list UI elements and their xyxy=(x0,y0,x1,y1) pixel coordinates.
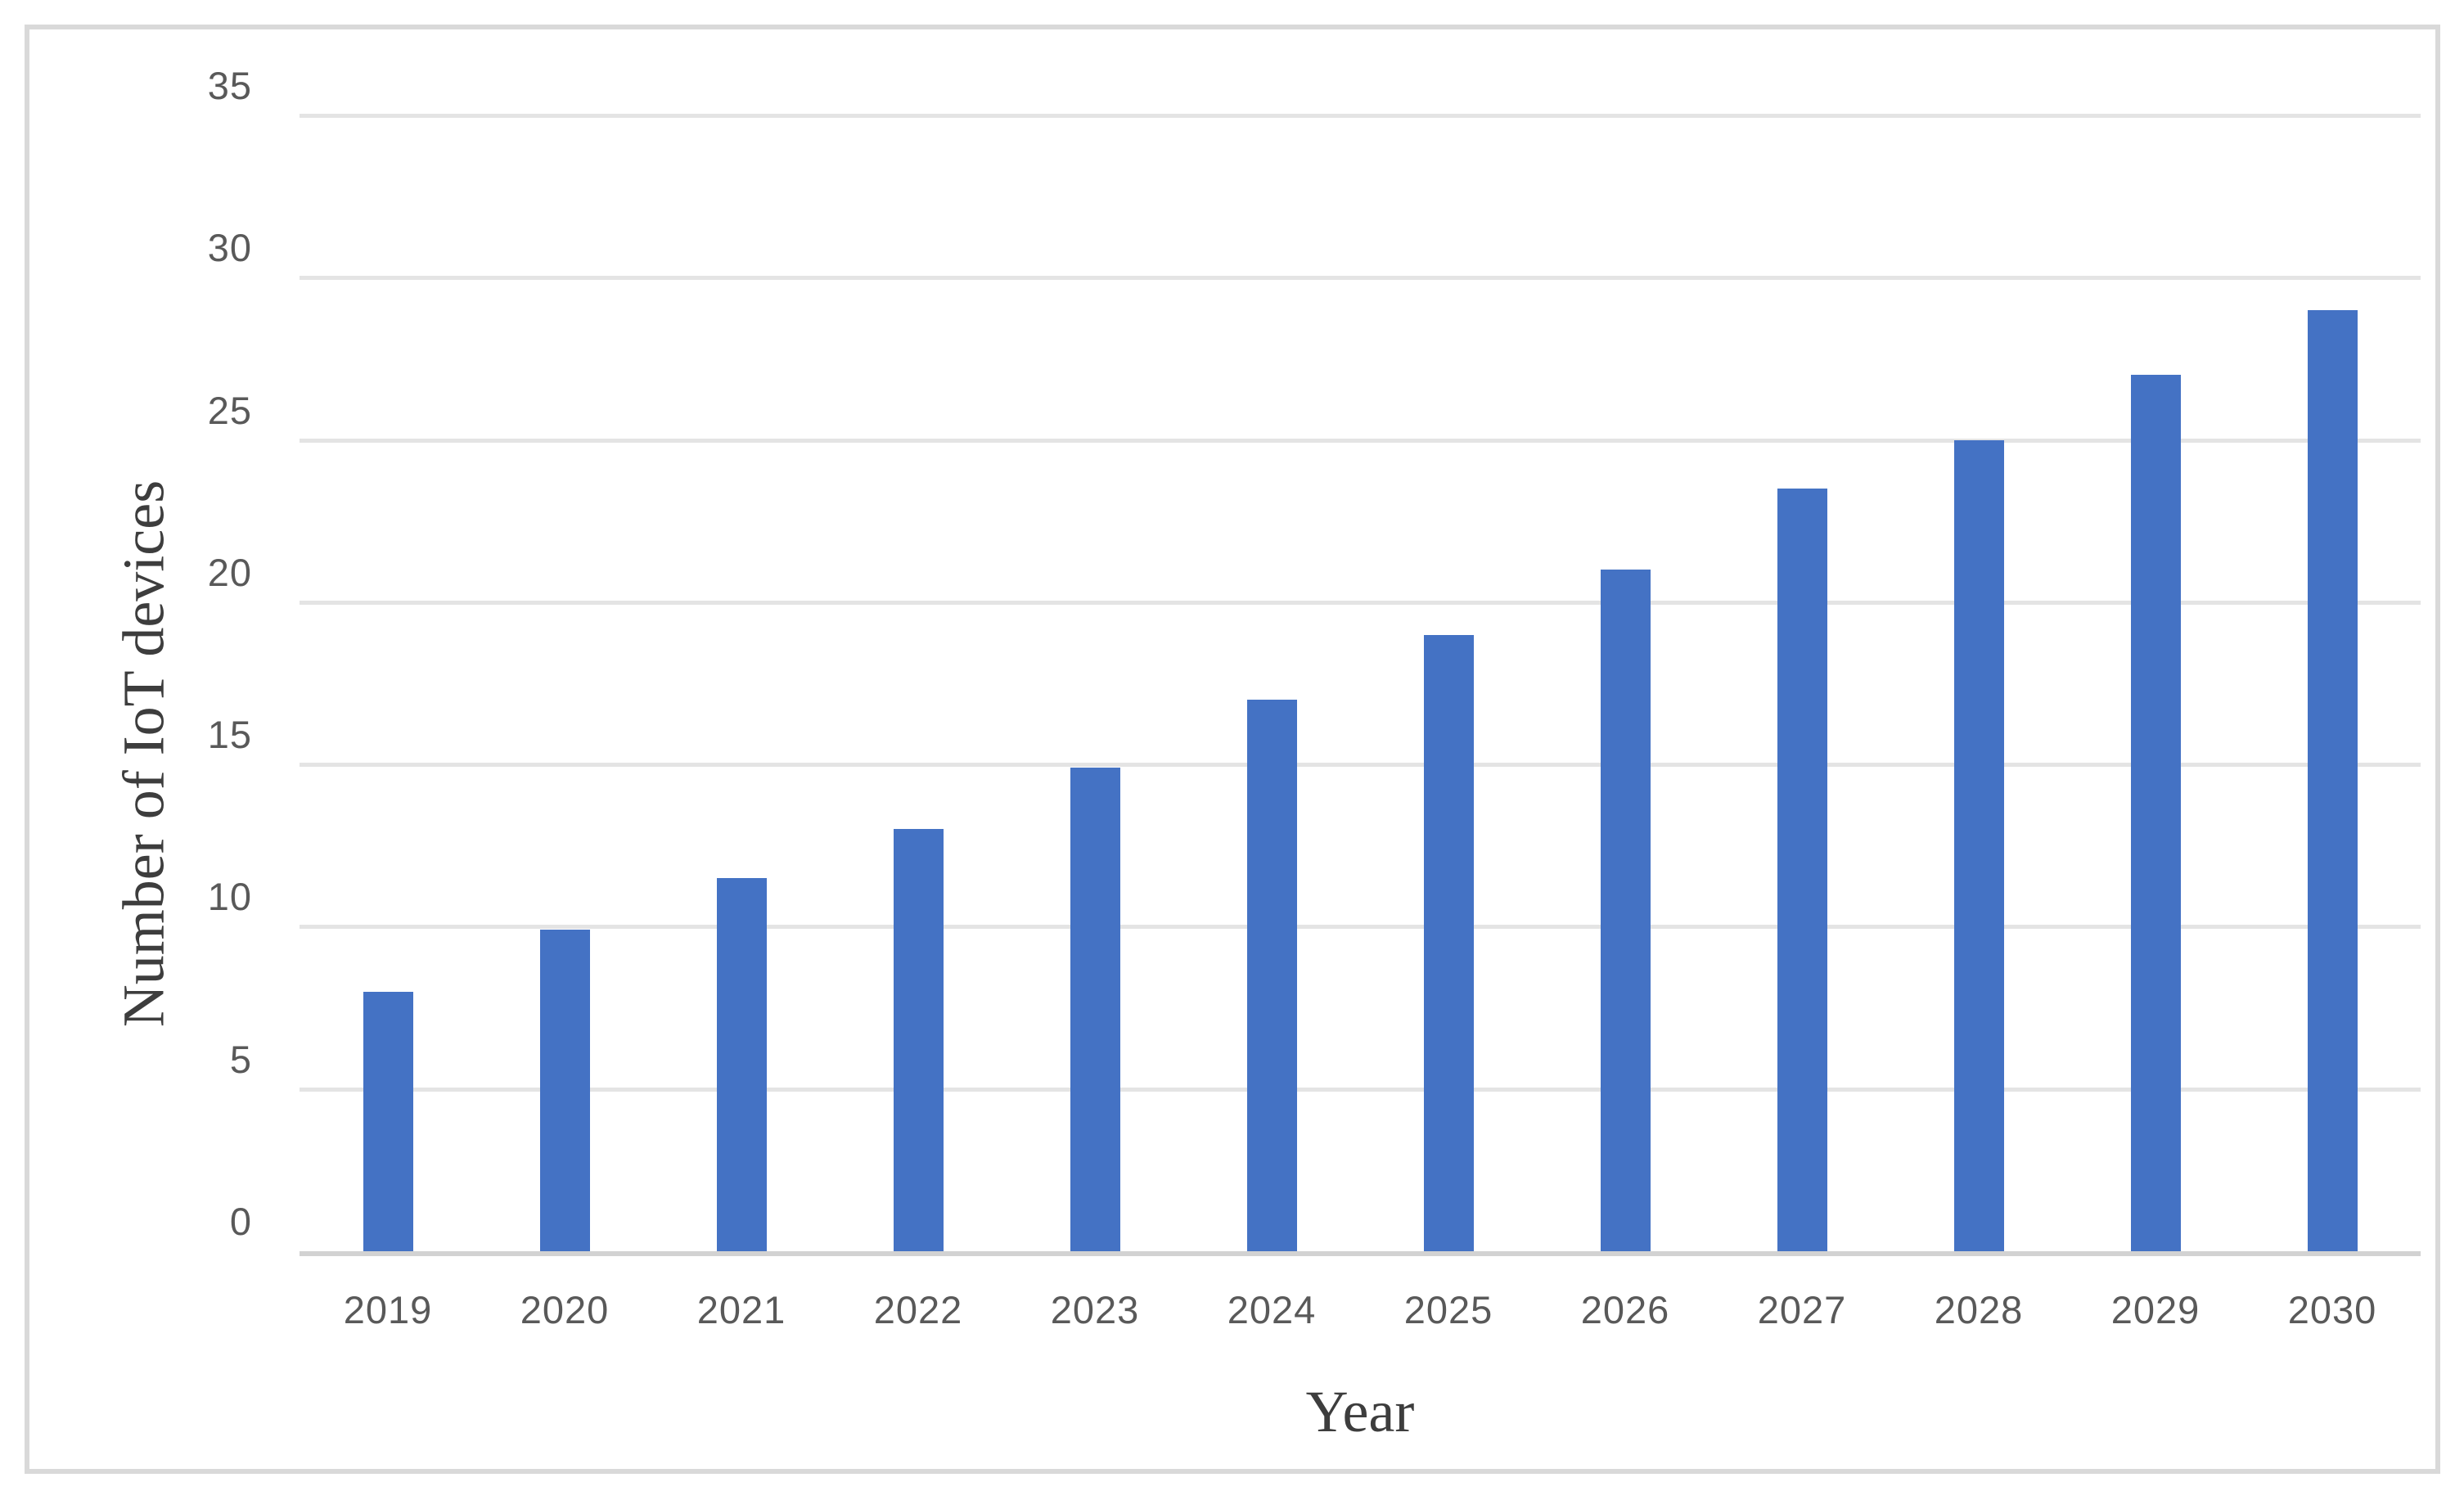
bar-2030[interactable] xyxy=(2307,309,2358,1251)
gridline-15 xyxy=(300,763,2421,768)
y-tick-label-0: 0 xyxy=(229,1200,252,1243)
x-tick-label-2030: 2030 xyxy=(2287,1288,2377,1331)
x-tick-label-2028: 2028 xyxy=(1934,1288,2024,1331)
x-tick-label-2023: 2023 xyxy=(1050,1288,1140,1331)
bar-slot-2021 xyxy=(653,115,830,1251)
bar-slot-2022 xyxy=(830,115,1007,1251)
y-tick-label-5: 5 xyxy=(229,1037,252,1081)
bar-slot-2027 xyxy=(1714,115,1890,1251)
bar-slot-2019 xyxy=(300,115,476,1251)
y-axis-title-text: Number of IoT devices xyxy=(110,480,177,1028)
bar-2026[interactable] xyxy=(1600,570,1651,1251)
bar-slot-2025 xyxy=(1360,115,1537,1251)
gridline-30 xyxy=(300,276,2421,281)
bar-2029[interactable] xyxy=(2130,375,2181,1251)
x-tick-label-2029: 2029 xyxy=(2110,1288,2200,1331)
bar-slot-2030 xyxy=(2244,115,2421,1251)
bar-2024[interactable] xyxy=(1246,699,1297,1251)
x-tick-label-2020: 2020 xyxy=(520,1288,610,1331)
x-tick-label-2024: 2024 xyxy=(1227,1288,1317,1331)
x-tick-label-2021: 2021 xyxy=(696,1288,786,1331)
bar-2023[interactable] xyxy=(1070,768,1120,1251)
bar-slot-2020 xyxy=(476,115,653,1251)
y-tick-label-10: 10 xyxy=(207,875,252,919)
gridline-5 xyxy=(300,1087,2421,1092)
bar-2025[interactable] xyxy=(1423,634,1474,1251)
bar-slot-2023 xyxy=(1007,115,1183,1251)
x-axis-tick-labels: 2019 2020 2021 2022 2023 2024 2025 2026 2027 2028… xyxy=(300,1286,2421,1335)
x-tick-label-2027: 2027 xyxy=(1757,1288,1847,1331)
y-tick-label-25: 25 xyxy=(207,388,252,432)
gridline-35 xyxy=(300,114,2421,118)
gridline-25 xyxy=(300,438,2421,443)
bars-layer xyxy=(300,115,2421,1251)
bar-slot-2026 xyxy=(1537,115,1714,1251)
x-axis-title: Year xyxy=(1305,1379,1415,1444)
y-tick-label-30: 30 xyxy=(207,226,252,270)
x-tick-label-2026: 2026 xyxy=(1580,1288,1670,1331)
bar-slot-2028 xyxy=(1890,115,2067,1251)
bar-2019[interactable] xyxy=(363,991,413,1251)
x-tick-label-2022: 2022 xyxy=(873,1288,963,1331)
plot-area xyxy=(300,114,2421,1256)
bar-2020[interactable] xyxy=(539,930,590,1251)
gridline-20 xyxy=(300,600,2421,605)
bar-2022[interactable] xyxy=(893,829,944,1251)
y-tick-label-35: 35 xyxy=(207,64,252,107)
bar-slot-2029 xyxy=(2067,115,2244,1251)
gridline-10 xyxy=(300,925,2421,930)
chart-frame-border: 2019 2020 2021 2022 2023 2024 2025 2026 2027 2028… xyxy=(25,25,2440,1474)
bar-slot-2024 xyxy=(1183,115,1360,1251)
bar-2021[interactable] xyxy=(716,877,767,1251)
gridline-0 xyxy=(300,1251,2421,1256)
bar-2027[interactable] xyxy=(1777,489,1827,1251)
x-tick-label-2025: 2025 xyxy=(1403,1288,1493,1331)
y-tick-label-15: 15 xyxy=(207,713,252,757)
y-tick-label-20: 20 xyxy=(207,550,252,594)
x-tick-label-2019: 2019 xyxy=(343,1288,433,1331)
bar-2028[interactable] xyxy=(1953,439,2004,1251)
